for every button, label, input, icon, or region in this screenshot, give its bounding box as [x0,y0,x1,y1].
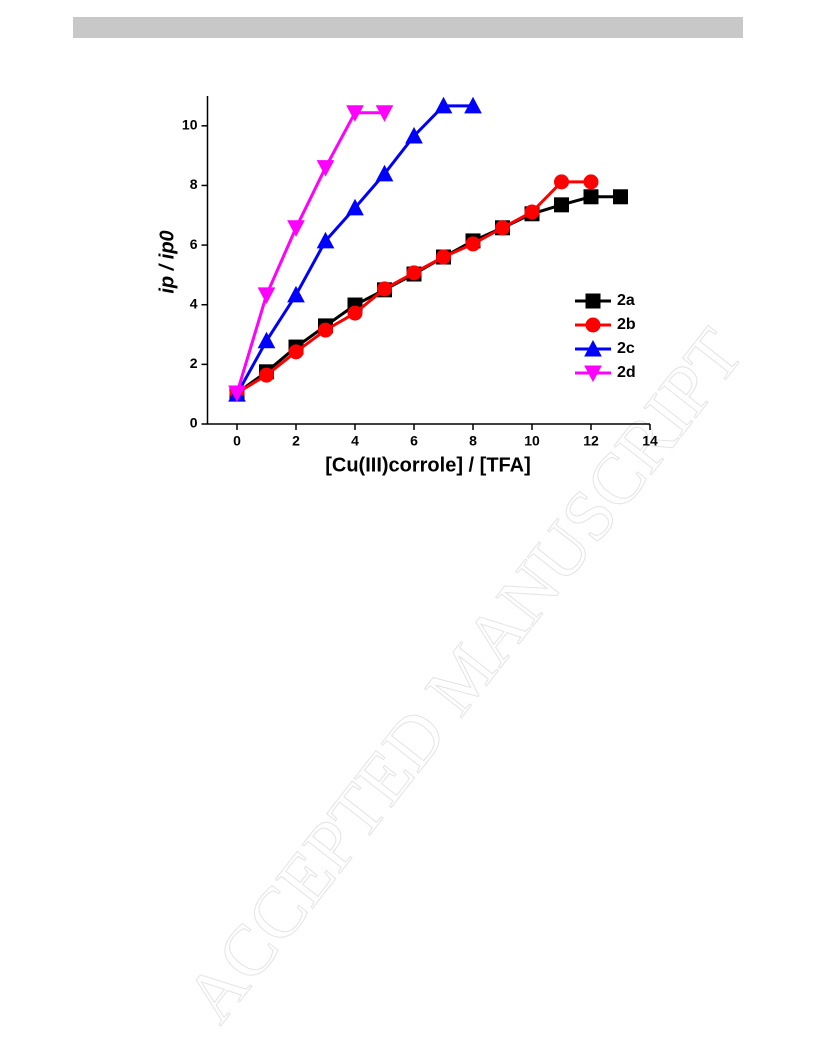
marker [316,231,335,249]
y-tick-label: 0 [190,415,198,431]
series-line [235,111,385,394]
header-bar [73,17,743,38]
marker [434,96,453,114]
x-axis-label: [Cu(III)corrole] / [TFA] [325,454,531,476]
marker [377,281,392,297]
x-tick-label: 2 [292,433,300,449]
marker [584,339,602,357]
x-tick-label: 4 [351,433,359,449]
marker [316,160,335,177]
marker [257,287,276,304]
y-tick-label: 4 [190,295,198,311]
legend-label: 2b [617,316,636,333]
y-tick-label: 10 [182,117,198,133]
y-tick-label: 2 [190,355,198,371]
marker [554,174,569,190]
marker [584,365,602,383]
marker [585,293,601,309]
marker [346,105,364,122]
marker [259,367,274,383]
legend-label: 2d [617,364,636,381]
marker [583,174,599,190]
marker [436,249,451,265]
legend-label: 2c [617,340,635,357]
x-tick-label: 14 [642,433,658,449]
marker [464,96,482,114]
marker [346,198,364,216]
y-tick-label: 6 [190,236,198,252]
marker [375,164,394,182]
marker [524,204,540,220]
marker [465,236,481,252]
marker [375,105,394,122]
y-tick-label: 8 [190,176,198,192]
marker [287,285,305,303]
marker [288,344,304,360]
marker [406,265,422,281]
x-tick-label: 0 [233,433,241,449]
marker [495,220,510,236]
marker [583,189,599,205]
marker [318,322,333,338]
x-tick-label: 10 [524,433,540,449]
x-tick-label: 8 [469,433,477,449]
legend-label: 2a [617,292,635,309]
marker [405,126,423,144]
marker [554,197,569,213]
y-axis-label: ip / ip0 [156,230,178,293]
marker [257,331,276,349]
x-tick-label: 6 [410,433,418,449]
marker [613,189,628,205]
x-tick-label: 12 [583,433,599,449]
marker [347,305,363,321]
marker [228,385,246,403]
watermark: ACCEPTED MANUSCRIPT [170,314,759,1036]
marker [287,220,305,237]
marker [585,317,601,333]
